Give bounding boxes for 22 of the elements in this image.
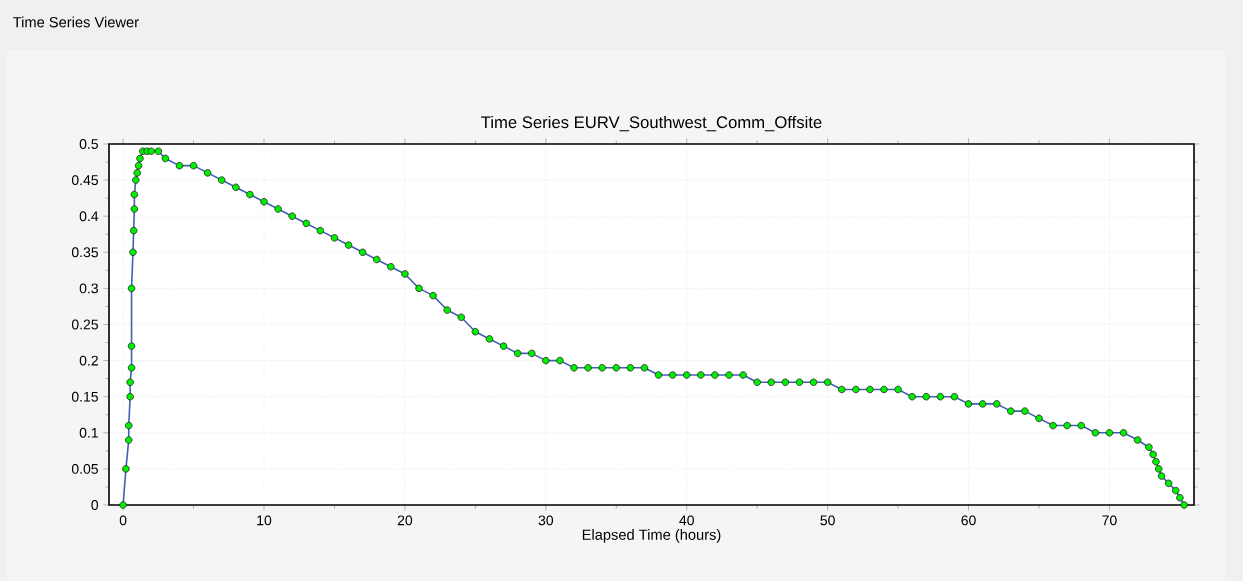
chart-title: Time Series EURV_Southwest_Comm_Offsite [481, 115, 822, 132]
x-tick-label: 60 [961, 515, 976, 526]
y-tick-label: 0.5 [79, 139, 99, 149]
y-tick-label: 0.15 [71, 391, 99, 402]
x-axis-title: Elapsed Time (hours) [582, 529, 721, 543]
x-tick-label: 70 [1102, 515, 1117, 526]
y-tick-label: 0.35 [71, 247, 99, 258]
x-tick-label: 10 [257, 515, 272, 526]
y-tick-label: 0 [91, 500, 99, 510]
x-tick-label: 0 [119, 515, 127, 526]
y-tick-label: 0.45 [71, 175, 99, 186]
x-tick-label: 20 [397, 515, 413, 526]
x-tick-label: 30 [538, 515, 554, 526]
y-tick-label: 0.3 [79, 283, 98, 294]
text: Time Series Viewer [13, 16, 139, 28]
y-tick-label: 0.05 [71, 463, 99, 474]
y-tick-label: 0.2 [79, 355, 98, 366]
y-tick-label: 0.1 [79, 427, 98, 438]
y-tick-label: 0.4 [79, 211, 99, 222]
x-tick-label: 50 [820, 515, 835, 526]
y-tick-label: 0.25 [71, 319, 99, 330]
x-tick-label: 40 [679, 515, 694, 526]
